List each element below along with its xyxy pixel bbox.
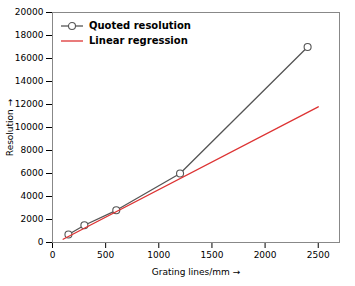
svg-text:1000: 1000 [147,250,170,260]
html-text:Quoted resolution: Quoted resolution [89,20,191,31]
html-text:Linear regression: Linear regression [89,35,188,46]
svg-text:Resolution →: Resolution → [5,98,15,156]
svg-text:8000: 8000 [21,145,44,155]
svg-text:2000: 2000 [254,250,277,260]
svg-text:1500: 1500 [200,250,223,260]
svg-text:6000: 6000 [21,168,44,178]
svg-text:2000: 2000 [21,214,44,224]
svg-text:16000: 16000 [15,53,44,63]
svg-text:Grating lines/mm →: Grating lines/mm → [152,267,241,277]
svg-text:4000: 4000 [21,191,44,201]
svg-text:20000: 20000 [15,7,44,17]
svg-text:0: 0 [38,237,44,247]
svg-text:10000: 10000 [15,122,44,132]
svg-text:18000: 18000 [15,30,44,40]
svg-text:2500: 2500 [307,250,330,260]
svg-text:12000: 12000 [15,99,44,109]
svg-text:0: 0 [50,250,56,260]
svg-text:14000: 14000 [15,76,44,86]
svg-text:500: 500 [97,250,114,260]
